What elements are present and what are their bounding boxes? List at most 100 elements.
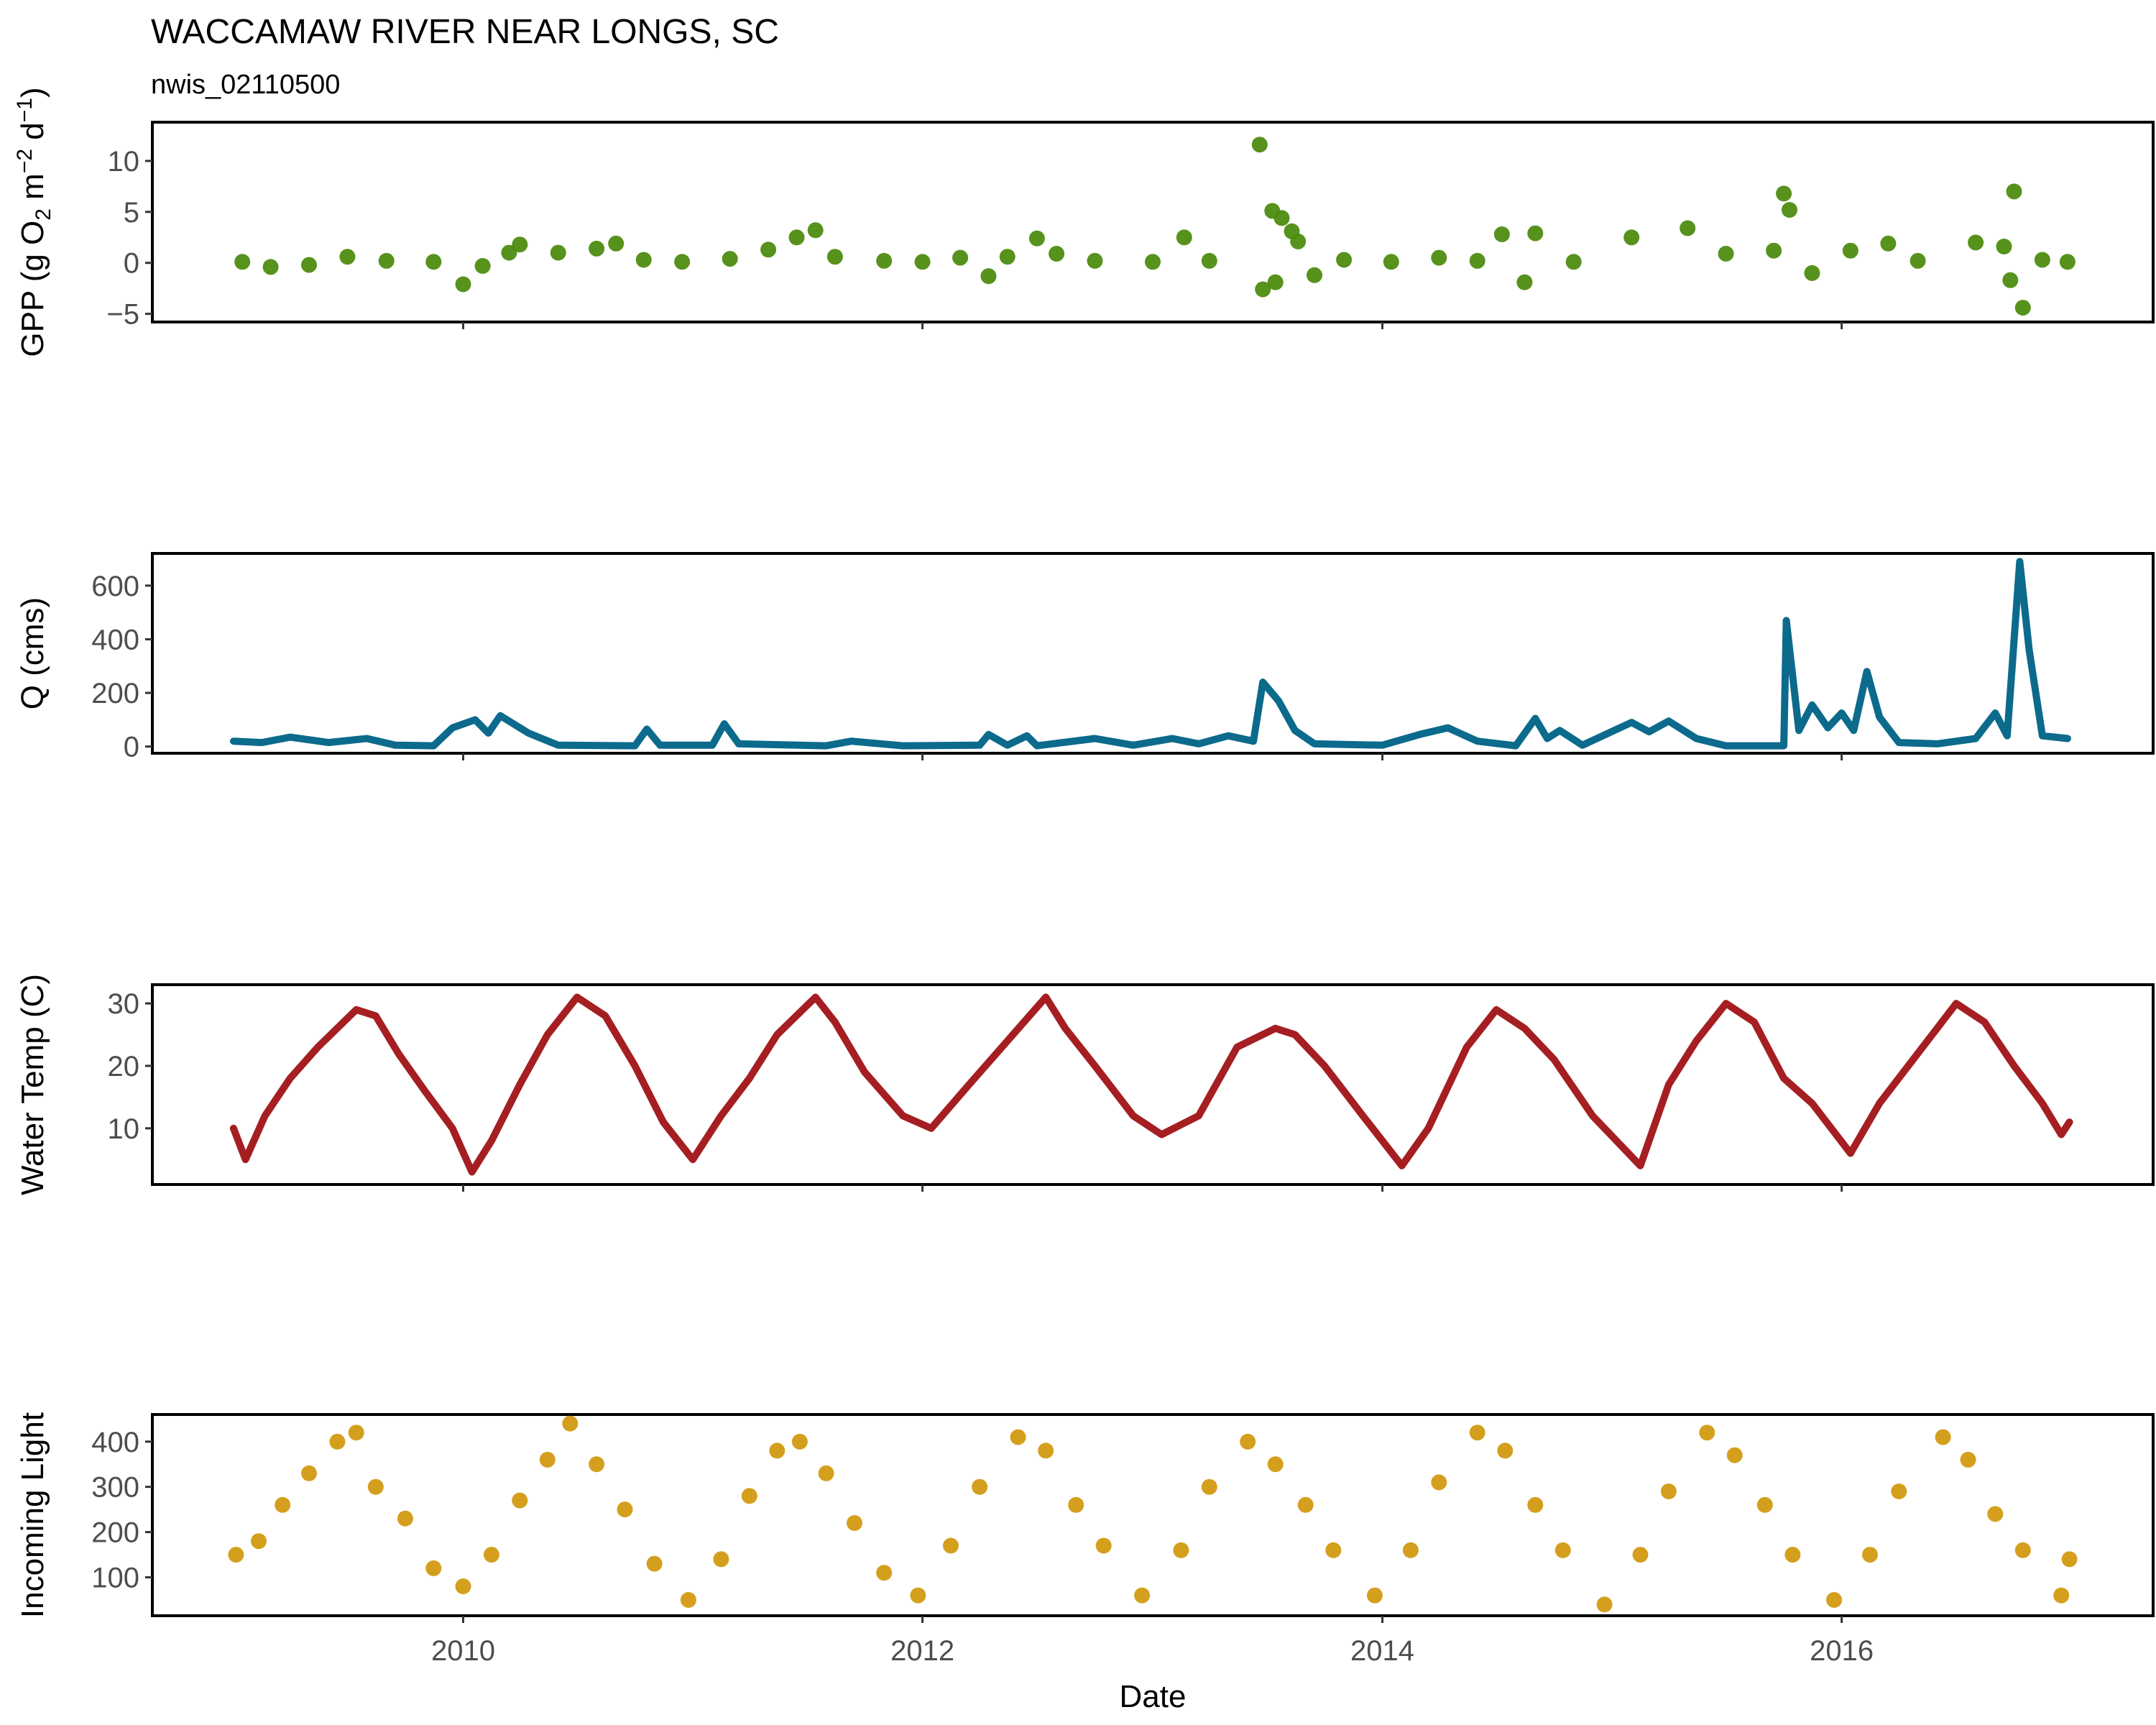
data-point bbox=[1336, 252, 1353, 268]
data-point bbox=[329, 1433, 346, 1450]
data-point bbox=[378, 252, 395, 269]
data-point bbox=[1527, 1496, 1544, 1513]
data-point bbox=[876, 1565, 893, 1581]
data-point bbox=[1842, 242, 1858, 259]
y-axis-title-part: ) bbox=[15, 87, 50, 98]
data-point bbox=[741, 1488, 757, 1504]
data-point bbox=[2014, 1542, 2031, 1558]
data-point bbox=[1776, 185, 1792, 202]
data-point bbox=[847, 1515, 862, 1531]
data-point bbox=[262, 259, 279, 275]
y-tick-label: 400 bbox=[91, 624, 139, 656]
data-point bbox=[301, 257, 317, 273]
data-point bbox=[910, 1587, 926, 1604]
x-tick-label: 2010 bbox=[431, 1635, 495, 1667]
y-tick-label: 0 bbox=[124, 248, 139, 280]
data-point bbox=[1307, 267, 1322, 283]
panel-light: 100 200 300 400 Incoming Light bbox=[15, 1412, 2155, 1623]
data-point bbox=[1784, 1547, 1801, 1563]
data-point bbox=[1297, 1496, 1314, 1513]
data-point bbox=[1699, 1425, 1715, 1441]
data-point bbox=[769, 1443, 786, 1459]
data-point bbox=[1145, 254, 1161, 270]
data-point bbox=[228, 1547, 244, 1563]
data-point bbox=[1325, 1542, 1342, 1558]
data-point bbox=[1028, 230, 1045, 247]
data-point bbox=[952, 249, 969, 266]
data-point bbox=[1134, 1587, 1151, 1604]
data-point bbox=[1010, 1429, 1026, 1445]
data-point bbox=[1267, 274, 1284, 290]
data-point bbox=[674, 254, 691, 270]
y-axis-title-part: −1 bbox=[13, 98, 37, 122]
series-line-q bbox=[229, 558, 2071, 750]
y-tick-label: 200 bbox=[91, 1517, 139, 1549]
data-point bbox=[512, 236, 528, 253]
data-point bbox=[1176, 229, 1192, 246]
data-point bbox=[1826, 1592, 1843, 1608]
chart-panels: −5 0 5 10 GPP (g O2 m−2 d−1) 0 200 400 600 Q (cms… bbox=[13, 87, 2155, 1623]
panel-gpp: −5 0 5 10 GPP (g O2 m−2 d−1) bbox=[13, 87, 2155, 357]
data-point bbox=[397, 1510, 413, 1527]
data-point bbox=[1766, 242, 1782, 259]
data-point bbox=[1431, 1474, 1447, 1491]
x-tick-label: 2014 bbox=[1350, 1635, 1414, 1667]
data-point bbox=[635, 252, 652, 268]
data-point bbox=[1623, 229, 1640, 246]
y-tick-label: 5 bbox=[124, 197, 139, 229]
data-point bbox=[1469, 1425, 1485, 1441]
y-tick-label: 100 bbox=[91, 1563, 139, 1594]
y-axis-title-part: GPP (g O bbox=[15, 221, 50, 357]
data-point bbox=[1680, 220, 1696, 236]
data-point bbox=[2053, 1587, 2070, 1604]
data-point bbox=[943, 1537, 959, 1554]
data-point bbox=[1201, 252, 1217, 269]
data-point bbox=[1596, 1596, 1613, 1613]
data-point bbox=[914, 254, 931, 270]
data-point bbox=[348, 1425, 364, 1441]
data-point bbox=[788, 229, 805, 246]
data-point bbox=[251, 1533, 267, 1550]
data-point bbox=[2034, 252, 2050, 268]
data-point bbox=[474, 258, 491, 274]
data-point bbox=[1273, 210, 1290, 226]
data-point bbox=[1527, 225, 1544, 242]
data-point bbox=[1891, 1484, 1907, 1499]
data-point bbox=[1554, 1542, 1571, 1558]
panel-temp: 10 20 30 Water Temp (C) bbox=[15, 974, 2155, 1195]
series-line-temp bbox=[229, 993, 2073, 1176]
data-point bbox=[2014, 300, 2031, 316]
data-point bbox=[617, 1501, 633, 1518]
y-tick-label: 400 bbox=[91, 1427, 139, 1458]
data-point bbox=[713, 1551, 729, 1568]
data-point bbox=[722, 251, 738, 267]
data-point bbox=[1968, 234, 1984, 251]
data-point bbox=[1660, 1484, 1677, 1499]
data-point bbox=[1367, 1587, 1383, 1604]
y-tick-label: −5 bbox=[106, 299, 139, 331]
y-axis-title-temp: Water Temp (C) bbox=[15, 974, 50, 1195]
data-point bbox=[367, 1478, 384, 1495]
data-point bbox=[589, 240, 605, 257]
data-point bbox=[1987, 1506, 2004, 1522]
x-axis: 2010 2012 2014 2016 bbox=[431, 1635, 1874, 1667]
panel-frame-light bbox=[151, 1413, 2155, 1617]
data-point bbox=[1038, 1443, 1054, 1459]
data-point bbox=[425, 254, 442, 270]
y-axis-title-part: −2 bbox=[13, 149, 37, 173]
data-point bbox=[512, 1492, 528, 1509]
data-point bbox=[680, 1592, 696, 1608]
data-point bbox=[608, 235, 625, 252]
data-point bbox=[1068, 1496, 1084, 1513]
data-point bbox=[972, 1478, 988, 1495]
data-point bbox=[1909, 252, 1926, 269]
y-axis-title-part: d bbox=[15, 122, 50, 149]
data-point bbox=[1267, 1456, 1284, 1473]
data-point bbox=[1935, 1429, 1951, 1445]
y-axis-title-q: Q (cms) bbox=[15, 597, 50, 709]
data-point bbox=[1960, 1451, 1976, 1468]
data-point bbox=[234, 254, 251, 270]
data-point bbox=[1726, 1447, 1743, 1463]
data-point bbox=[980, 268, 997, 285]
x-tick-label: 2016 bbox=[1810, 1635, 1874, 1667]
